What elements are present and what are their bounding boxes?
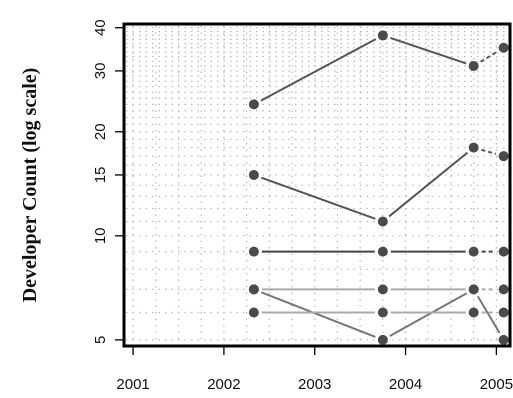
series-segment: [479, 51, 498, 63]
grid: [126, 26, 508, 344]
data-point: [377, 307, 388, 318]
data-point: [498, 42, 509, 53]
data-point: [377, 30, 388, 41]
y-tick-label: 30: [92, 63, 109, 80]
data-point: [468, 246, 479, 257]
data-point: [248, 169, 259, 180]
series-segment: [261, 176, 376, 220]
y-tick-label: 20: [92, 123, 109, 140]
data-point: [377, 216, 388, 227]
data-point: [248, 284, 259, 295]
series-5: [248, 284, 509, 295]
series-3: [248, 246, 509, 257]
y-tick-label: 40: [92, 19, 109, 36]
plot-frame: [122, 22, 512, 348]
series-segment: [390, 37, 467, 65]
data-point: [377, 284, 388, 295]
data-point: [468, 284, 479, 295]
y-tick-label: 15: [92, 167, 109, 184]
data-point: [248, 307, 259, 318]
data-point: [498, 284, 509, 295]
y-tick-label: 10: [92, 227, 109, 244]
data-point: [468, 307, 479, 318]
data-point: [498, 151, 509, 162]
y-axis: 5 10 15 20 30 40: [92, 19, 123, 344]
data-point: [498, 334, 509, 345]
series-1: [248, 30, 509, 110]
data-point: [468, 142, 479, 153]
series-segment: [260, 38, 377, 102]
x-axis: 2001 2002 2003 2004 2005: [116, 347, 513, 393]
data-point: [377, 334, 388, 345]
series-2: [248, 142, 509, 227]
x-tick-label: 2001: [116, 376, 149, 393]
data-point: [498, 246, 509, 257]
series-segment: [389, 292, 468, 337]
data-point: [468, 60, 479, 71]
series-segment: [481, 148, 497, 155]
series-segment: [476, 295, 501, 334]
x-tick-label: 2003: [298, 376, 331, 393]
data-point: [498, 307, 509, 318]
x-tick-label: 2002: [207, 376, 240, 393]
x-tick-label: 2004: [389, 376, 422, 393]
data-point: [248, 99, 259, 110]
y-tick-label: 5: [92, 336, 109, 344]
series-segment: [260, 291, 376, 338]
data-point: [377, 246, 388, 257]
series-6: [248, 307, 509, 318]
y-axis-label: Developer Count (log scale): [19, 68, 41, 303]
series-layer: [248, 30, 509, 345]
data-point: [248, 246, 259, 257]
series-segment: [388, 151, 469, 218]
x-tick-label: 2005: [480, 376, 513, 393]
